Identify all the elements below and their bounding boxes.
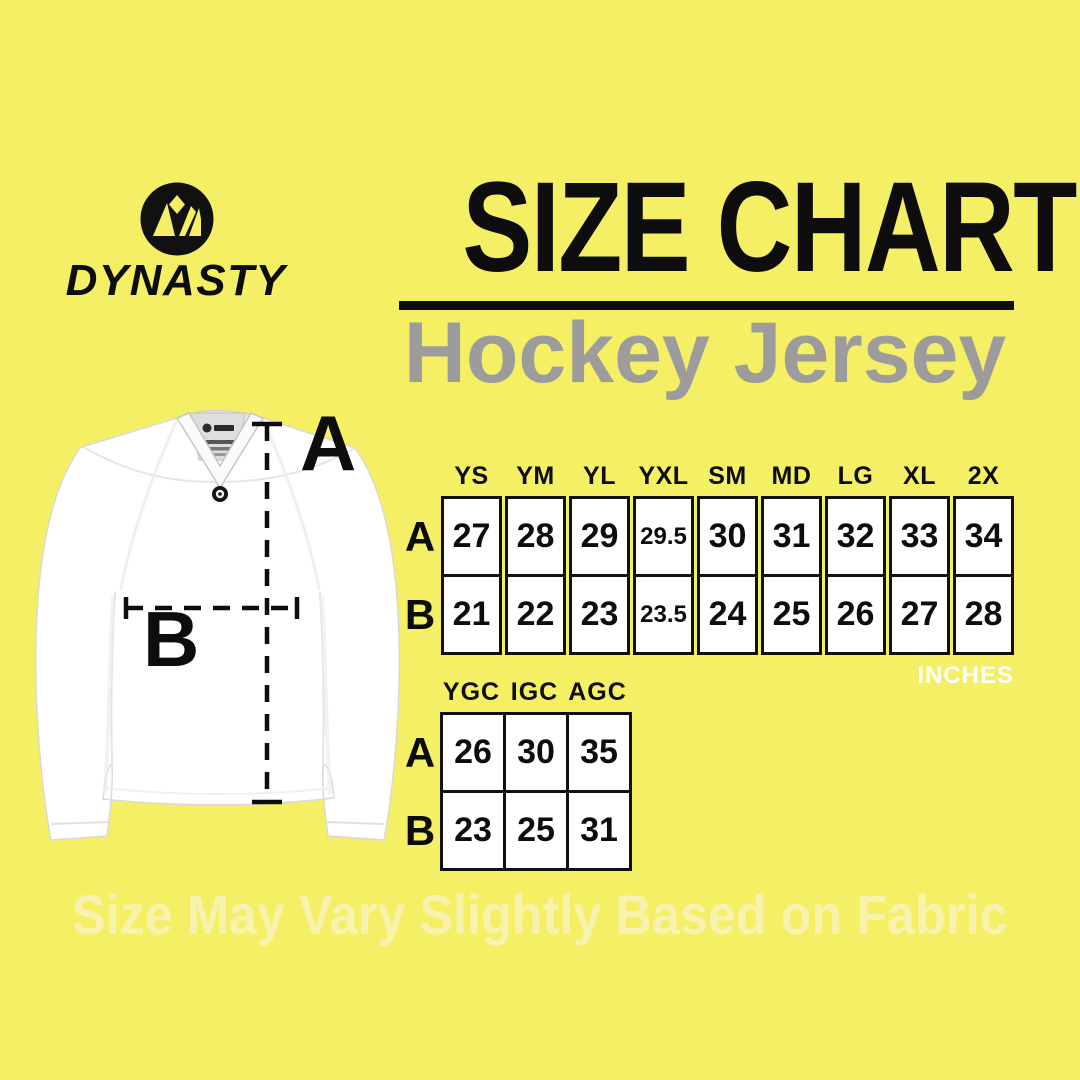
table-row: 26 30 35 — [440, 712, 632, 793]
size-cell: 27 — [889, 574, 950, 655]
collar-button — [212, 486, 228, 502]
size-cell: 25 — [761, 574, 822, 655]
size-cell: 27 — [441, 496, 502, 577]
footnote: Size May Vary Slightly Based on Fabric — [72, 883, 1008, 946]
column-header: YL — [583, 462, 616, 490]
row-label: A — [404, 728, 436, 776]
measurement-line-a — [252, 421, 282, 805]
column-header: 2X — [967, 462, 1000, 490]
size-cell: 34 — [953, 496, 1014, 577]
neck-tag-print — [197, 423, 239, 456]
measurement-label-a: A — [300, 399, 357, 487]
jersey-body — [34, 409, 401, 841]
size-cell: 23 — [569, 574, 630, 655]
size-cell: 28 — [953, 574, 1014, 655]
size-cell: 24 — [697, 574, 758, 655]
size-cell: 23 — [440, 790, 506, 871]
table-row: 23 25 31 — [440, 790, 632, 871]
size-cell: 26 — [825, 574, 886, 655]
goalie-table-header: YGC IGC AGC — [440, 678, 629, 707]
size-cell: 22 — [505, 574, 566, 655]
title-underline — [399, 301, 1014, 310]
page-title: SIZE CHART — [462, 156, 1077, 299]
jersey-illustration — [34, 409, 401, 841]
size-cell: 33 — [889, 496, 950, 577]
size-cell: 31 — [761, 496, 822, 577]
size-cell: 21 — [441, 574, 502, 655]
column-header: YGC — [442, 678, 501, 706]
row-label: A — [404, 512, 436, 560]
size-cell: 30 — [503, 712, 569, 793]
dynasty-crown-icon — [140, 182, 214, 256]
size-cell: 23.5 — [633, 574, 694, 655]
column-header: LG — [837, 462, 874, 490]
size-cell: 30 — [697, 496, 758, 577]
column-header: AGC — [568, 678, 627, 706]
column-header: YM — [516, 462, 555, 490]
row-label: B — [404, 590, 436, 638]
column-header: XL — [903, 462, 936, 490]
size-cell: 31 — [566, 790, 632, 871]
column-header: YS — [454, 462, 489, 490]
measurement-line-b — [123, 597, 300, 619]
goalie-table-body: 26 30 35 23 25 31 — [440, 712, 632, 871]
brand-name: DYNASTY — [65, 256, 287, 305]
column-header: SM — [708, 462, 747, 490]
size-cell: 35 — [566, 712, 632, 793]
page-subtitle: Hockey Jersey — [403, 305, 1007, 401]
size-cell: 28 — [505, 496, 566, 577]
measurement-label-b: B — [143, 595, 200, 683]
size-cell: 29 — [569, 496, 630, 577]
table-row: 21 22 23 23.5 24 25 26 27 28 — [441, 574, 1014, 655]
size-cell: 29.5 — [633, 496, 694, 577]
table-row: 27 28 29 29.5 30 31 32 33 34 — [441, 496, 1014, 577]
column-header: IGC — [510, 678, 559, 706]
size-cell: 26 — [440, 712, 506, 793]
column-header: MD — [771, 462, 812, 490]
size-table-body: 27 28 29 29.5 30 31 32 33 34 21 22 23 23.5 24 25 26 27 28 — [441, 496, 1014, 655]
row-label: B — [404, 806, 436, 854]
size-cell: 25 — [503, 790, 569, 871]
size-cell: 32 — [825, 496, 886, 577]
size-table-header: YS YM YL YXL SM MD LG XL 2X — [441, 462, 1014, 491]
unit-label: INCHES — [917, 662, 1014, 689]
column-header: YXL — [638, 462, 689, 490]
